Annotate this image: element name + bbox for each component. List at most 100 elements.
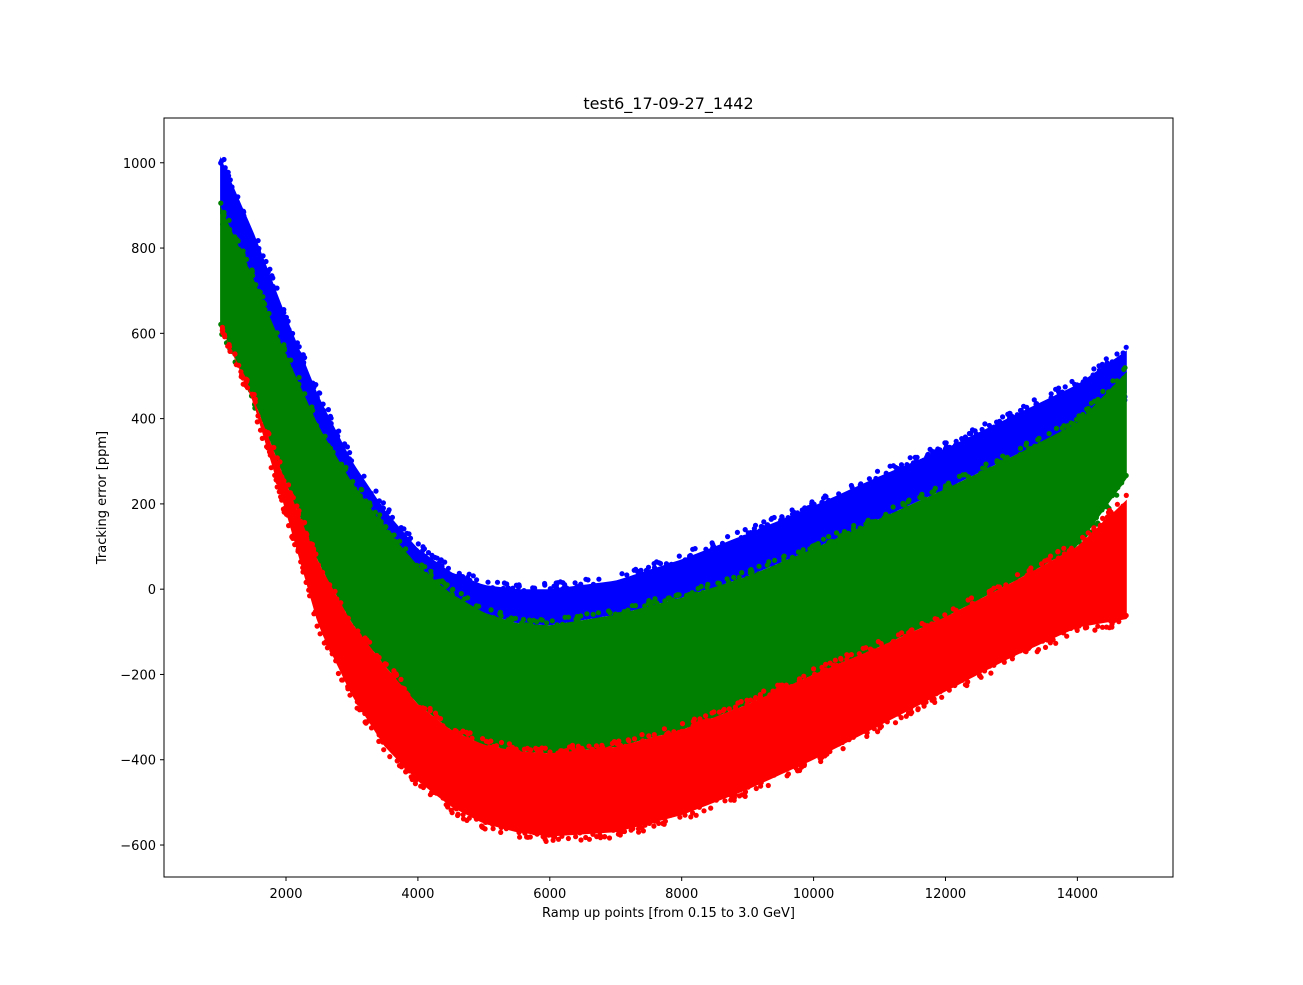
data-point — [953, 438, 959, 444]
data-point — [294, 340, 300, 346]
data-point — [919, 494, 925, 500]
data-point — [983, 461, 989, 467]
data-point — [590, 611, 596, 617]
data-point — [1123, 492, 1129, 498]
data-point — [752, 573, 758, 579]
data-point — [374, 646, 380, 653]
data-point — [435, 722, 441, 729]
data-point — [826, 497, 832, 503]
data-point — [609, 584, 615, 590]
y-tick-label: −200 — [120, 668, 156, 683]
data-point — [1076, 413, 1082, 419]
data-point — [933, 691, 939, 697]
data-point — [978, 470, 984, 476]
data-point — [396, 545, 402, 551]
data-point — [232, 351, 238, 357]
data-point — [624, 572, 630, 578]
data-point — [953, 608, 959, 614]
data-point — [681, 730, 687, 736]
data-point — [1055, 548, 1061, 555]
data-point — [819, 664, 825, 671]
data-point — [381, 525, 388, 532]
data-point — [1008, 458, 1014, 464]
data-point — [901, 509, 907, 515]
data-point — [285, 362, 291, 368]
data-point — [335, 670, 341, 677]
data-point — [631, 736, 638, 742]
data-point — [756, 779, 762, 785]
data-point — [989, 659, 995, 665]
data-point — [703, 546, 709, 552]
data-point — [471, 583, 477, 589]
data-point — [857, 525, 863, 531]
data-point — [596, 749, 603, 755]
data-point — [1023, 440, 1030, 446]
data-point — [422, 778, 428, 784]
data-point — [688, 814, 694, 820]
data-point — [229, 184, 235, 190]
data-point — [391, 532, 397, 538]
data-point — [235, 194, 241, 200]
data-point — [484, 607, 490, 613]
data-point — [570, 745, 576, 751]
data-point — [711, 718, 717, 724]
data-point — [359, 487, 365, 493]
data-point — [559, 833, 565, 839]
data-point — [300, 565, 306, 571]
y-tick-label: 600 — [131, 327, 156, 342]
plot-frame — [163, 117, 1174, 878]
data-point — [636, 824, 642, 830]
data-point — [900, 502, 906, 508]
data-point — [877, 723, 883, 729]
data-point — [744, 701, 750, 708]
data-point — [907, 633, 913, 639]
data-point — [542, 745, 548, 751]
data-point — [302, 519, 308, 526]
data-point — [355, 628, 361, 634]
data-point — [583, 587, 589, 593]
data-point — [616, 823, 622, 829]
data-point — [420, 548, 426, 554]
data-point — [226, 217, 232, 223]
data-point — [844, 652, 850, 658]
data-point — [929, 621, 935, 627]
data-point — [1042, 644, 1049, 651]
data-point — [942, 612, 948, 618]
data-point — [281, 307, 287, 313]
data-point — [998, 463, 1004, 469]
data-point — [869, 519, 876, 525]
data-point — [873, 475, 879, 482]
data-point — [737, 710, 743, 716]
data-point — [444, 582, 450, 588]
data-point — [621, 746, 627, 752]
data-point — [651, 565, 658, 571]
data-point — [313, 551, 319, 557]
data-point — [931, 488, 937, 494]
data-point — [522, 622, 529, 628]
data-point — [440, 723, 446, 729]
data-point — [838, 655, 844, 661]
data-point — [447, 572, 453, 578]
data-point — [1005, 653, 1012, 659]
data-point — [690, 723, 696, 729]
data-point — [303, 579, 309, 586]
data-point — [470, 573, 476, 579]
data-point — [969, 427, 976, 433]
data-point — [982, 473, 988, 479]
series-layer — [218, 156, 1129, 845]
data-point — [915, 706, 921, 712]
data-point — [952, 479, 958, 485]
data-point — [1047, 553, 1054, 559]
data-point — [408, 774, 414, 780]
data-point — [914, 454, 920, 460]
data-point — [959, 677, 965, 683]
data-point — [1029, 569, 1035, 576]
data-point — [941, 490, 947, 496]
data-point — [812, 672, 818, 678]
data-point — [923, 699, 929, 705]
data-point — [980, 591, 986, 597]
data-point — [1103, 518, 1109, 525]
data-point — [557, 588, 563, 594]
x-tick-label: 14000 — [1057, 887, 1098, 902]
data-point — [1113, 486, 1119, 492]
